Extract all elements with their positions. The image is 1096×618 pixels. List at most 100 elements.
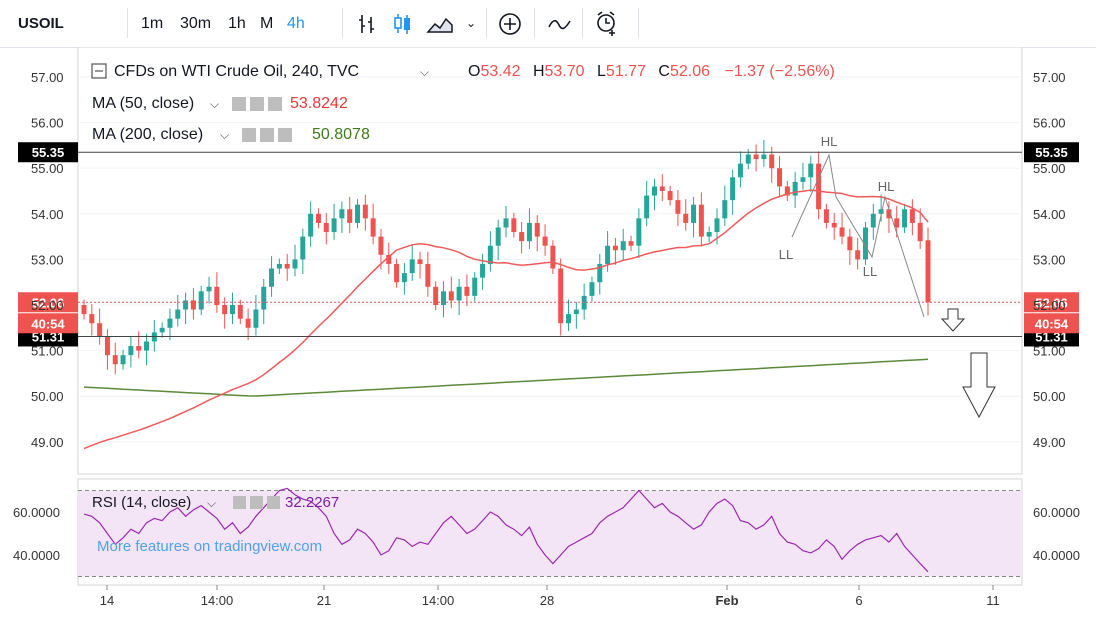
divider xyxy=(582,8,583,38)
candle-body xyxy=(370,218,376,237)
swing-annotation: HL xyxy=(878,179,895,194)
candle-body xyxy=(112,355,118,365)
interval-1m[interactable]: 1m xyxy=(141,15,164,32)
candle-body xyxy=(566,314,572,324)
candle-body xyxy=(628,241,634,246)
o-label: O xyxy=(468,63,480,80)
bar-style-icon[interactable] xyxy=(356,12,378,36)
ma200-value: 50.8078 xyxy=(312,126,370,143)
ma50-line xyxy=(83,189,929,450)
candle-body xyxy=(550,245,556,269)
add-indicator-icon[interactable] xyxy=(498,11,524,37)
settings-icon[interactable] xyxy=(250,97,264,111)
y-tick-label-left: 49.00 xyxy=(31,435,64,450)
visibility-icon[interactable] xyxy=(242,128,256,142)
candle-body xyxy=(855,250,861,260)
chevron-down-icon[interactable]: ⌄ xyxy=(466,16,477,30)
main-pane xyxy=(77,47,1023,475)
candle-style-icon[interactable] xyxy=(392,12,414,36)
y-tick-label-right: 54.00 xyxy=(1033,207,1066,222)
candle-body xyxy=(542,236,548,246)
interval-30m[interactable]: 30m xyxy=(180,15,212,32)
chevron-down-icon[interactable]: ⌵ xyxy=(420,65,429,79)
y-tick-label-right: 50.00 xyxy=(1033,389,1066,404)
visibility-icon[interactable] xyxy=(232,97,246,111)
candle-body xyxy=(472,277,478,296)
candle-body xyxy=(878,209,884,214)
alert-icon[interactable] xyxy=(594,10,622,38)
candle-body xyxy=(753,154,759,160)
candle-body xyxy=(120,355,126,365)
candle-body xyxy=(667,191,673,201)
y-tick-label-left: 57.00 xyxy=(31,70,64,85)
rsi-tick-label-left: 60.0000 xyxy=(13,505,60,520)
symbol-search[interactable]: USOIL xyxy=(18,15,64,32)
chevron-down-icon[interactable]: ⌵ xyxy=(210,97,219,111)
y-tick-label-right: 51.00 xyxy=(1033,344,1066,359)
ma50-value: 53.8242 xyxy=(290,95,348,112)
settings-icon[interactable] xyxy=(250,496,263,509)
settings-icon[interactable] xyxy=(260,128,274,142)
candle-body xyxy=(581,295,587,310)
watermark-link[interactable]: More features on tradingview.com xyxy=(97,538,322,555)
ma200-label[interactable]: MA (200, close) xyxy=(92,126,203,143)
candle-body xyxy=(589,282,595,296)
candle-body xyxy=(659,186,665,191)
last-price-label: 52.06 xyxy=(32,295,65,310)
ma50-label[interactable]: MA (50, close) xyxy=(92,95,194,112)
candle-body xyxy=(620,241,626,251)
x-tick-label: 28 xyxy=(540,593,554,608)
candle-body xyxy=(417,259,423,264)
candle-body xyxy=(480,263,486,278)
candle-body xyxy=(456,286,462,301)
x-tick-label: Feb xyxy=(715,593,738,608)
close-icon[interactable] xyxy=(267,496,280,509)
y-tick-label-right: 57.00 xyxy=(1033,70,1066,85)
swing-annotation: HL xyxy=(821,134,838,149)
ma200-line xyxy=(83,358,929,397)
candle-body xyxy=(691,204,697,223)
divider xyxy=(342,8,343,38)
rsi-label[interactable]: RSI (14, close) xyxy=(92,494,191,511)
candle-body xyxy=(534,222,540,237)
countdown-label: 40:54 xyxy=(31,316,65,331)
candle-body xyxy=(331,218,337,233)
candle-body xyxy=(612,245,618,251)
candle-body xyxy=(917,222,923,242)
candle-body xyxy=(81,305,87,315)
divider xyxy=(486,8,487,38)
y-tick-label-left: 56.00 xyxy=(31,116,64,131)
area-style-icon[interactable] xyxy=(426,12,454,36)
candle-body xyxy=(245,318,251,328)
close-icon[interactable] xyxy=(268,97,282,111)
interval-4h[interactable]: 4h xyxy=(287,15,305,32)
collapse-legend-icon[interactable] xyxy=(91,63,107,79)
chart-area[interactable]: 55.3551.3152.0640:5455.3551.3152.0640:54… xyxy=(0,47,1096,618)
rsi-band xyxy=(78,490,1022,577)
chevron-down-icon[interactable]: ⌵ xyxy=(220,128,229,142)
candle-body xyxy=(104,336,110,356)
candle-body xyxy=(237,305,243,319)
visibility-icon[interactable] xyxy=(233,496,246,509)
chevron-down-icon[interactable]: ⌵ xyxy=(207,496,216,510)
candle-body xyxy=(761,154,767,160)
h-label: H xyxy=(533,63,545,80)
y-tick-label-right: 56.00 xyxy=(1033,116,1066,131)
candle-body xyxy=(339,209,345,219)
interval-1h[interactable]: 1h xyxy=(228,15,246,32)
candle-body xyxy=(315,213,321,223)
candle-body xyxy=(511,218,517,233)
candle-body xyxy=(347,209,353,223)
candle-body xyxy=(394,263,400,283)
compare-icon[interactable] xyxy=(546,12,574,36)
close-icon[interactable] xyxy=(278,128,292,142)
interval-month[interactable]: M xyxy=(260,15,274,32)
candle-body xyxy=(261,286,267,310)
ma200-path xyxy=(83,358,929,397)
candle-body xyxy=(300,236,306,260)
candle-body xyxy=(800,177,806,182)
candle-body xyxy=(214,286,220,305)
annotations: HL LL HL LL xyxy=(779,134,996,419)
c-label: C xyxy=(658,63,670,80)
